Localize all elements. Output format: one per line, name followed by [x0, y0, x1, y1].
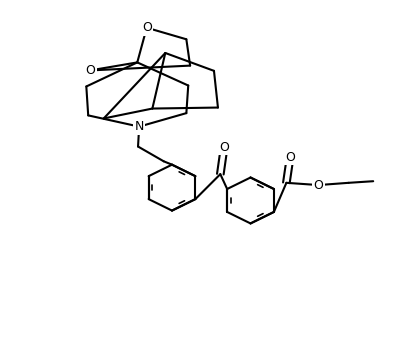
- Text: O: O: [85, 64, 95, 77]
- Text: O: O: [285, 151, 295, 164]
- Text: N: N: [135, 120, 144, 133]
- Text: O: O: [314, 179, 324, 192]
- Text: O: O: [142, 21, 152, 34]
- Text: O: O: [219, 141, 229, 154]
